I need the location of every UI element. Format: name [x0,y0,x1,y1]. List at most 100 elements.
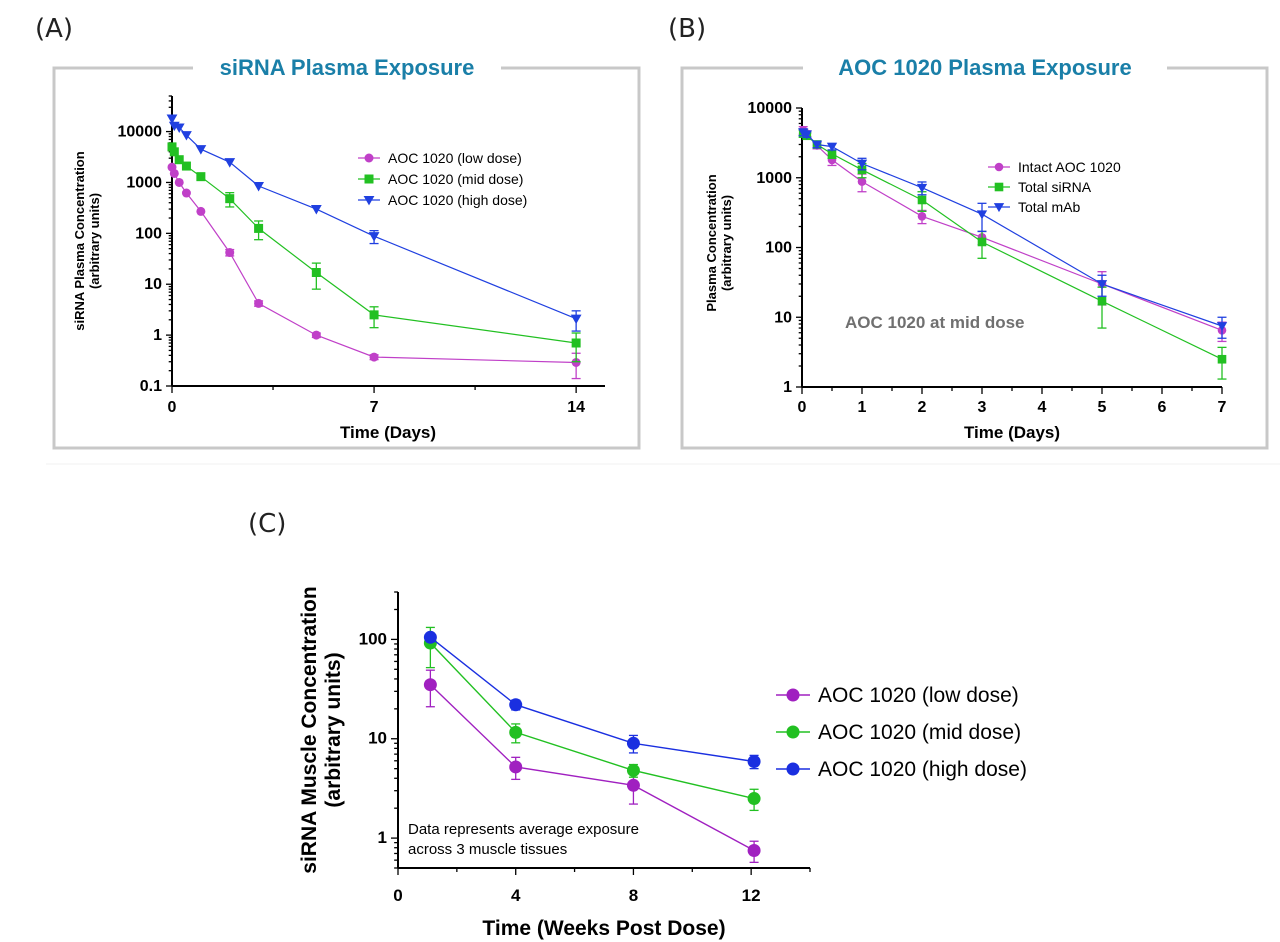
series-3 [166,114,582,332]
data-point [169,147,179,157]
data-point [181,161,191,171]
series-1 [167,162,581,380]
data-point [369,352,379,362]
data-point [747,792,761,806]
y-tick-label: 1 [783,379,792,396]
data-point [166,114,178,124]
y-axis-label: Plasma Concentration(arbitrary units) [704,174,734,311]
data-point [626,736,640,750]
legend-marker [786,688,800,702]
x-axis-label: Time (Days) [964,423,1060,442]
legend: Intact AOC 1020 Total siRNA Total mAb [988,159,1121,215]
data-point [254,298,264,308]
data-point [423,630,437,644]
series-line [429,684,755,852]
panel-a-label: (A) [35,14,73,44]
y-tick-label: 100 [765,240,792,257]
y-tick-label: 1 [378,828,387,847]
data-point [167,142,177,152]
data-point [1217,354,1227,364]
y-axis-label: siRNA Plasma Concentration(arbitrary uni… [72,151,102,330]
data-point [1216,322,1228,332]
legend-label: AOC 1020 (mid dose) [818,721,1021,744]
panel-b-title-gap [803,56,1167,82]
series-2 [167,142,581,363]
panel-b-label: (B) [668,14,706,44]
x-tick-label: 5 [1098,399,1107,416]
series-line [171,118,577,320]
y-tick-label: 1 [153,327,162,344]
data-point [196,206,206,216]
series-line [429,636,755,763]
x-tick-label: 1 [858,399,867,416]
data-point [225,248,235,258]
x-tick-label: 0 [798,399,807,416]
data-point [626,778,640,792]
data-point [747,755,761,769]
data-point [195,145,207,155]
data-point [369,310,379,320]
legend: AOC 1020 (low dose) AOC 1020 (mid dose) AO… [776,684,1027,781]
y-axis-label-line: siRNA Plasma Concentration [72,151,87,330]
legend-marker [994,162,1004,172]
y-tick-label: 10 [368,729,387,748]
data-point [570,314,582,325]
data-point [509,698,523,712]
series-line [171,166,577,364]
x-tick-label: 0 [168,399,177,416]
series-3 [798,128,1228,339]
legend-marker [786,762,800,776]
legend-label: Intact AOC 1020 [1018,159,1121,175]
y-tick-label: 10000 [748,100,793,117]
data-point [253,181,264,192]
series-3 [423,630,761,770]
legend: AOC 1020 (low dose) AOC 1020 (mid dose) AO… [358,150,527,208]
legend-marker [786,725,800,739]
y-tick-label: 10000 [118,124,163,141]
y-axis-label-line: (arbitrary units) [322,652,345,807]
legend-label: AOC 1020 (low dose) [388,150,522,166]
data-point [977,237,987,247]
series-1 [423,669,761,863]
data-point [1097,296,1107,306]
x-tick-label: 14 [567,399,585,416]
legend-label: AOC 1020 (low dose) [818,684,1019,707]
data-point [917,212,927,221]
x-tick-label: 12 [742,886,761,905]
data-point [181,131,192,141]
y-tick-label: 10 [144,276,162,293]
legend-marker [994,182,1004,192]
annotation: across 3 muscle tissues [408,841,567,858]
data-point [571,338,581,348]
chart-a: 0.1 1 10 100 1000 10000 0 7 14 Time (Days) siRNA P… [72,95,605,442]
data-point [811,140,823,150]
legend-marker [993,203,1005,213]
panel-a-title-gap [193,56,501,82]
data-point [311,330,321,340]
data-point [976,210,988,220]
x-axis-label: Time (Days) [340,423,436,442]
y-axis-label-line: (arbitrary units) [719,195,734,291]
chart-c: 1 10 100 0 4 8 12 Time (Weeks Post Dose) siRNA M… [298,586,1027,940]
data-point [747,844,761,858]
data-point [225,194,235,204]
data-point [174,177,184,187]
legend-marker [363,195,375,206]
series-2 [423,626,761,812]
x-tick-label: 7 [370,399,379,416]
panel-a-title: siRNA Plasma Exposure [220,55,475,80]
y-tick-label: 1000 [126,174,162,191]
annotation: Data represents average exposure [408,821,639,838]
legend-label: AOC 1020 (mid dose) [388,171,523,187]
legend-marker [364,153,374,163]
legend-label: Total siRNA [1018,179,1092,195]
data-point [826,142,838,152]
x-tick-label: 4 [1038,399,1047,416]
legend-marker [364,174,374,184]
legend-label: Total mAb [1018,199,1080,215]
data-point [311,268,321,278]
data-point [224,158,236,168]
data-point [173,123,185,133]
